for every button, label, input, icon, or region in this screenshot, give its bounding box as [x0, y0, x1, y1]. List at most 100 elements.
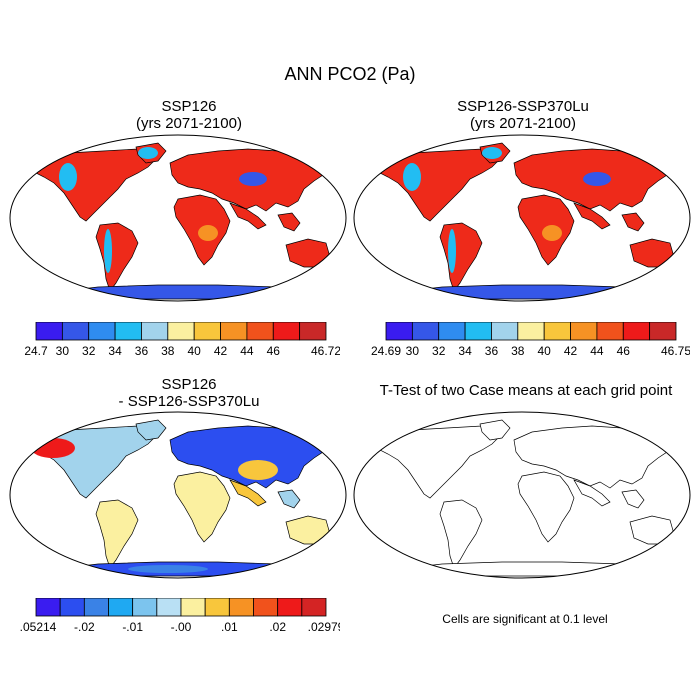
- colorbar-swatch: [35, 322, 63, 341]
- colorbar-label: -.01: [122, 620, 143, 634]
- continent-se-asia: [621, 212, 645, 232]
- map-panel-1: [9, 134, 347, 302]
- continent-africa: [173, 471, 231, 543]
- colorbar-label: 38: [511, 344, 525, 358]
- colorbar-swatch: [61, 322, 90, 341]
- colorbar-swatch: [59, 598, 85, 617]
- colorbar-swatch: [596, 322, 624, 341]
- colorbar-swatch: [438, 322, 466, 341]
- colorbar-swatch: [88, 322, 116, 341]
- tibet-cold-patch: [583, 172, 611, 186]
- panel-4-title: T-Test of two Case means at each grid po…: [356, 382, 696, 399]
- colorbar-swatch: [517, 322, 545, 341]
- colorbar-swatch: [622, 322, 651, 341]
- colorbar-label: 38: [161, 344, 175, 358]
- panel-4-title-text: T-Test of two Case means at each grid po…: [379, 382, 673, 399]
- colorbar-swatch: [277, 598, 303, 617]
- colorbar-label: 46.75: [661, 344, 690, 358]
- map-content: [354, 412, 690, 578]
- colorbar-label: 36: [485, 344, 499, 358]
- andes-patch: [104, 229, 112, 273]
- antarctic-patch: [128, 565, 208, 573]
- map-content: [10, 412, 346, 578]
- map-border: [353, 134, 691, 302]
- colorbar-label: 44: [240, 344, 254, 358]
- map-content: [10, 135, 346, 301]
- panel-2-title-text: SSP126-SSP370Lu: [457, 98, 589, 115]
- colorbar-swatch: [301, 598, 327, 617]
- colorbar-swatch: [570, 322, 598, 341]
- colorbar-swatch: [180, 598, 206, 617]
- colorbar-swatch: [83, 598, 109, 617]
- panel-3-subtitle: - SSP126-SSP370Lu: [118, 393, 260, 410]
- colorbar-swatch: [228, 598, 254, 617]
- colorbar-label: .02: [269, 620, 286, 634]
- colorbar-label: 32: [432, 344, 446, 358]
- colorbar-swatch: [411, 322, 440, 341]
- panel-3-title: SSP126 - SSP126-SSP370Lu: [34, 376, 344, 410]
- colorbar-swatch: [193, 322, 221, 341]
- colorbar-label: .01: [221, 620, 238, 634]
- colorbar-label: .02979: [308, 620, 340, 634]
- continent-se-asia: [621, 489, 645, 509]
- map-panel-2: [353, 134, 691, 302]
- colorbar-label: 30: [56, 344, 70, 358]
- colorbar-swatch: [156, 598, 182, 617]
- map-border: [9, 134, 347, 302]
- continent-europe-asia: [513, 425, 673, 489]
- colorbar-label: 46: [617, 344, 631, 358]
- colorbar-swatch: [141, 322, 169, 341]
- colorbar-label: 24.7: [24, 344, 48, 358]
- ttest-note: Cells are significant at 0.1 level: [442, 612, 608, 626]
- colorbar-swatch: [385, 322, 413, 341]
- continent-africa: [517, 471, 575, 543]
- rockies-patch: [59, 163, 77, 191]
- map-panel-4: [353, 411, 691, 579]
- colorbar-panel-2: 24.69 30 32 34 36 38 40 42 44 46 46.75: [371, 322, 690, 358]
- colorbar-swatch: [35, 598, 61, 617]
- colorbar-panel-3: -.05214 -.02 -.01 -.00 .01 .02 .02979: [20, 598, 340, 634]
- greenland-patch: [482, 147, 502, 159]
- colorbar-label: 24.69: [371, 344, 401, 358]
- colorbar-label: 44: [590, 344, 604, 358]
- colorbar-label: 40: [188, 344, 202, 358]
- colorbar-label: -.05214: [20, 620, 57, 634]
- colorbar-label: 42: [214, 344, 228, 358]
- panel-3-title-text: SSP126: [161, 376, 217, 393]
- colorbar-label: 36: [135, 344, 149, 358]
- continent-se-asia: [277, 489, 301, 509]
- continent-arabia-india: [573, 479, 611, 507]
- continent-europe-asia: [169, 425, 329, 489]
- colorbar-swatch: [220, 322, 248, 341]
- colorbar-label: 46.72: [311, 344, 340, 358]
- continent-arabia-india: [573, 202, 611, 230]
- colorbar-panel-1: 24.7 30 32 34 36 38 40 42 44 46 46.72: [24, 322, 340, 358]
- tibet-cold-patch: [239, 172, 267, 186]
- colorbar-swatch: [299, 322, 327, 341]
- andes-patch: [448, 229, 456, 273]
- colorbar-swatch: [108, 598, 134, 617]
- colorbar-label: 34: [108, 344, 122, 358]
- greenland-patch: [138, 147, 158, 159]
- panel-1-subtitle: (yrs 2071-2100): [136, 115, 242, 132]
- continent-arabia-india: [229, 479, 267, 507]
- colorbar-swatch: [246, 322, 274, 341]
- colorbar-label: 42: [564, 344, 578, 358]
- africa-patch: [198, 225, 218, 241]
- map-border: [353, 411, 691, 579]
- colorbar-swatch: [272, 322, 301, 341]
- colorbar-swatch: [114, 322, 142, 341]
- continent-greenland: [135, 419, 167, 441]
- colorbar-label: -.02: [74, 620, 95, 634]
- continent-south-america: [95, 499, 139, 569]
- continent-arabia-india: [229, 202, 267, 230]
- rockies-patch: [403, 163, 421, 191]
- colorbar-label: 30: [406, 344, 420, 358]
- colorbar-swatch: [132, 598, 158, 617]
- panel-1-title-text: SSP126: [161, 98, 217, 115]
- colorbar-swatch: [491, 322, 519, 341]
- africa-patch: [542, 225, 562, 241]
- china-warm-patch: [238, 460, 278, 480]
- figure-title: ANN PCO2 (Pa): [284, 64, 416, 84]
- alaska-red-patch: [31, 438, 75, 458]
